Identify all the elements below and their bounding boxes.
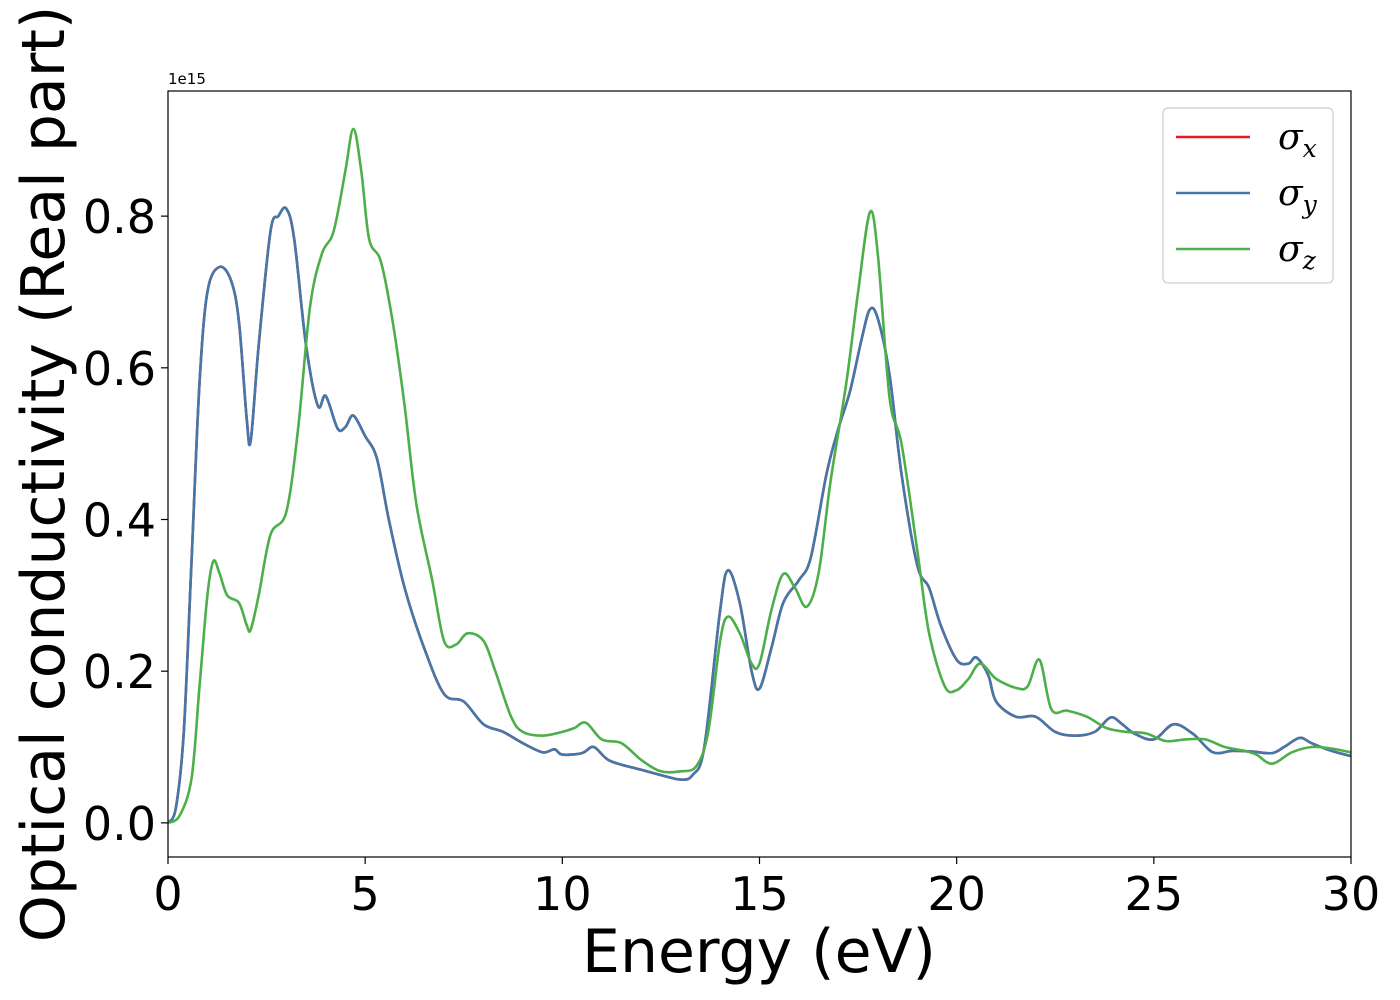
x-tick-label: 0	[153, 867, 182, 921]
y-tick-label: 0.4	[83, 494, 156, 548]
y-tick-label: 0.8	[83, 190, 156, 244]
x-tick-label: 20	[927, 867, 986, 921]
x-tick-label: 30	[1322, 867, 1381, 921]
x-tick-label: 25	[1125, 867, 1184, 921]
x-tick-label: 10	[533, 867, 592, 921]
legend-entry-x: σx	[1278, 117, 1317, 163]
legend-subscript: y	[1302, 190, 1318, 219]
y-offset-label: 1e15	[168, 70, 206, 88]
legend-box	[1162, 107, 1334, 284]
legend-symbol: σ	[1278, 117, 1304, 158]
x-axis-label: Energy (eV)	[582, 917, 936, 987]
y-tick-label: 0.2	[83, 645, 156, 699]
y-tick-label: 0.0	[83, 797, 156, 851]
legend-subscript: x	[1303, 134, 1317, 163]
series-line-z	[168, 127, 1351, 825]
legend-entry-z: σz	[1278, 229, 1317, 275]
x-axis: 0 5 10 15 20 25 30	[153, 857, 1380, 921]
y-axis: 0.0 0.2 0.4 0.6 0.8	[83, 190, 168, 851]
series-layer	[168, 127, 1351, 825]
x-tick-label: 5	[351, 867, 380, 921]
legend-symbol: σ	[1278, 173, 1304, 214]
legend-subscript: z	[1302, 246, 1317, 275]
series-line-y	[168, 206, 1351, 824]
legend-entry-y: σy	[1278, 173, 1318, 219]
legend-symbol: σ	[1278, 229, 1304, 270]
y-axis-label: Optical conductivity (Real part)	[9, 6, 79, 943]
x-tick-label: 15	[730, 867, 789, 921]
y-tick-label: 0.6	[83, 342, 156, 396]
